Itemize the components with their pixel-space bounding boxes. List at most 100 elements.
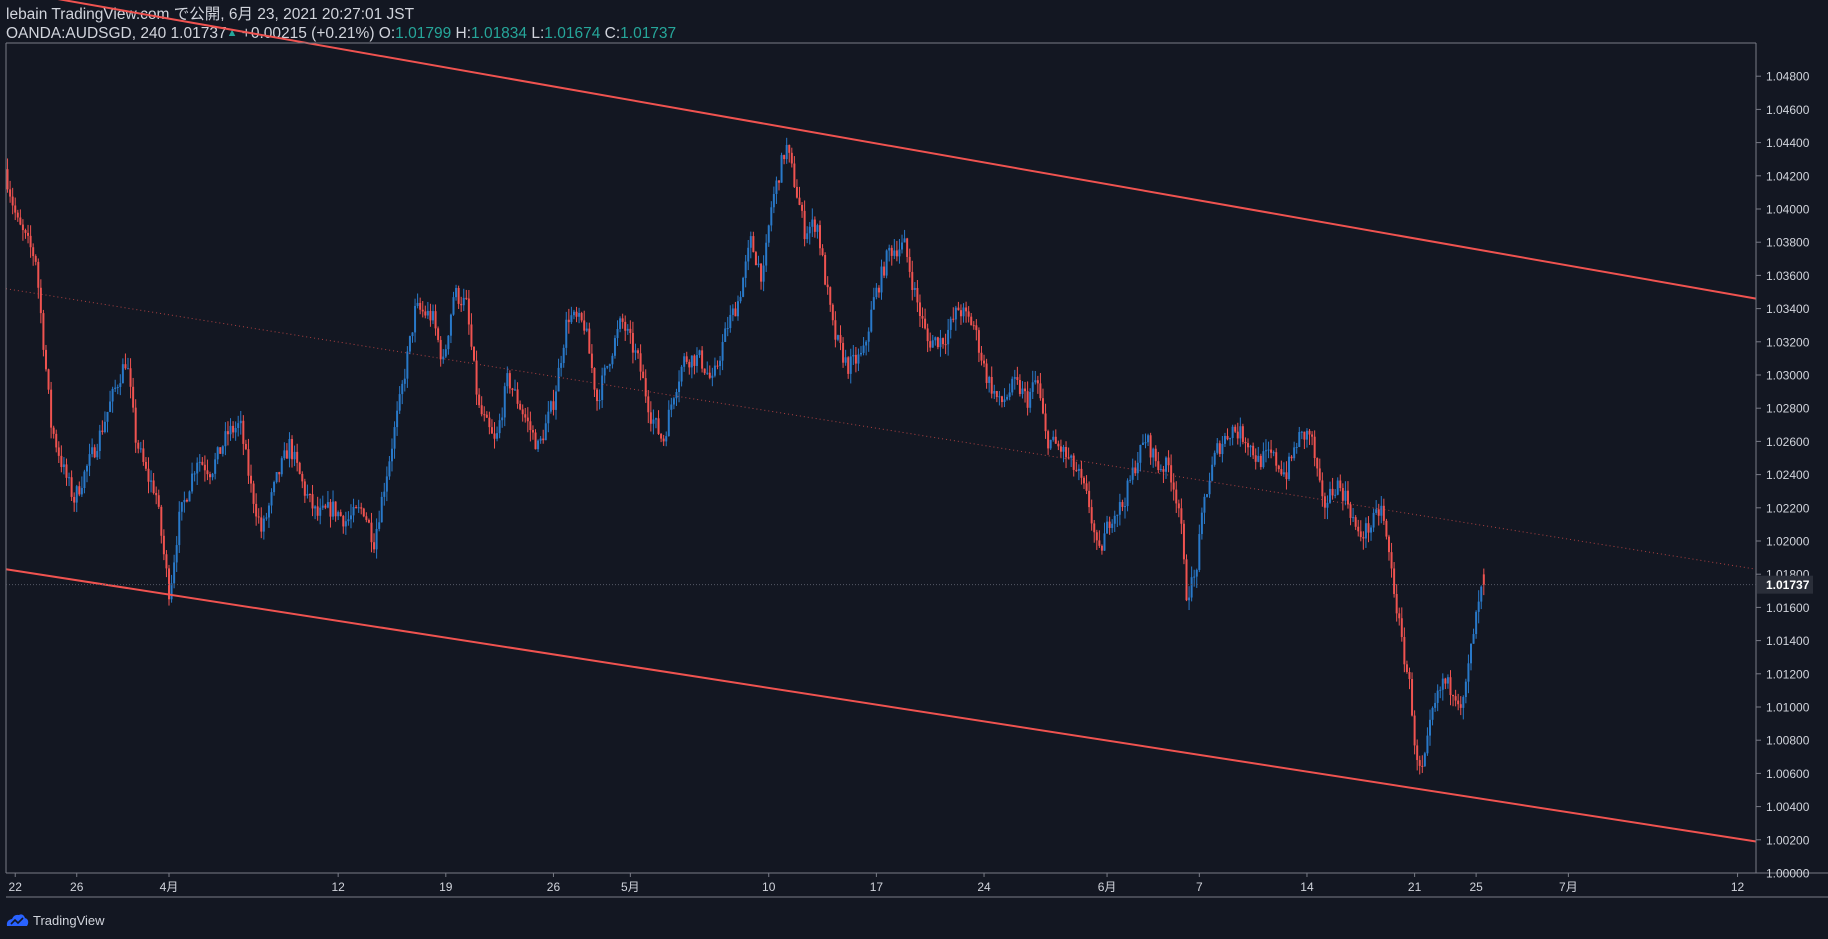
candle <box>1000 396 1003 403</box>
candle <box>644 378 647 397</box>
candle <box>993 390 996 394</box>
candle <box>1282 472 1285 475</box>
candle <box>242 420 245 444</box>
candle <box>93 447 96 458</box>
candle <box>685 356 688 362</box>
symbol-legend: OANDA:AUDSGD, 240 1.01737▲ +0.00215 (+0.… <box>6 24 676 43</box>
candle <box>719 360 722 367</box>
footer-branding[interactable]: TradingView <box>5 910 105 930</box>
candle <box>754 252 757 266</box>
candle <box>1185 559 1188 601</box>
candle <box>1336 480 1339 495</box>
candle <box>572 311 575 316</box>
candle <box>1098 540 1101 546</box>
candle <box>478 394 481 406</box>
candle <box>1018 379 1021 395</box>
candle <box>688 361 691 368</box>
candle <box>191 473 194 492</box>
candle <box>101 430 104 433</box>
candle <box>460 303 463 306</box>
candle <box>1057 443 1060 447</box>
candle <box>990 376 993 394</box>
y-tick-label: 1.03600 <box>1766 269 1810 283</box>
candle <box>219 447 222 454</box>
candle <box>657 418 660 434</box>
channel-upper-line[interactable] <box>6 0 1757 300</box>
candle <box>1095 532 1098 541</box>
candle <box>747 247 750 262</box>
candle <box>872 297 875 310</box>
candle <box>1100 545 1103 551</box>
candle <box>652 419 655 424</box>
candle <box>367 519 370 523</box>
candle <box>1172 482 1175 490</box>
candle <box>952 318 955 320</box>
candle <box>621 318 624 322</box>
candle <box>260 517 263 532</box>
candle <box>1270 449 1273 453</box>
candle <box>639 353 642 372</box>
publish-info: lebain TradingView.com で公開, 6月 23, 2021 … <box>6 6 415 23</box>
candle <box>1039 383 1042 399</box>
candle <box>168 568 171 600</box>
low-value: 1.01674 <box>544 25 601 42</box>
candle <box>321 505 324 508</box>
candle <box>1272 452 1275 454</box>
x-tick-label: 4月 <box>160 880 179 894</box>
candle <box>493 433 496 439</box>
candle <box>893 250 896 256</box>
candle <box>637 350 640 354</box>
candle <box>226 431 229 435</box>
candle <box>1423 753 1426 767</box>
candle <box>1129 479 1132 481</box>
candle <box>1329 488 1332 503</box>
candle <box>9 189 12 197</box>
channel-lower-line[interactable] <box>5 568 1757 843</box>
candle <box>1218 443 1221 455</box>
candle <box>877 287 880 293</box>
candle <box>347 519 350 522</box>
candle <box>680 366 683 382</box>
candle <box>355 507 358 509</box>
candle <box>1326 502 1329 508</box>
candle <box>729 314 732 329</box>
candle <box>488 417 491 428</box>
y-tick-label: 1.03200 <box>1766 335 1810 349</box>
candle <box>1352 517 1355 519</box>
candle <box>926 328 929 342</box>
footer-brand-text: TradingView <box>33 912 105 928</box>
candle <box>1203 496 1206 513</box>
candle <box>606 365 609 368</box>
candle <box>1013 377 1016 379</box>
candle <box>160 506 163 536</box>
candle <box>795 186 798 198</box>
candle <box>201 461 204 465</box>
candle <box>1167 457 1170 466</box>
candle <box>757 263 760 266</box>
channel-mid-line[interactable] <box>5 288 1757 570</box>
candle <box>1065 446 1068 458</box>
candle <box>44 349 47 370</box>
candle <box>1021 388 1024 395</box>
candle <box>198 461 201 463</box>
candle <box>1067 457 1070 459</box>
candle <box>1175 489 1178 504</box>
candle <box>1408 671 1411 680</box>
candle <box>972 325 975 327</box>
candle <box>542 438 545 441</box>
candle <box>401 383 404 395</box>
y-tick-label: 1.01400 <box>1766 634 1810 648</box>
candle <box>693 355 696 366</box>
x-tick-label: 7月 <box>1559 880 1578 894</box>
candle <box>1313 436 1316 459</box>
candle <box>1411 679 1414 716</box>
x-tick-label: 25 <box>1469 880 1483 894</box>
candle <box>157 495 160 507</box>
channel-drawing[interactable] <box>5 0 1757 843</box>
candle <box>1382 505 1385 521</box>
candle <box>1036 380 1039 384</box>
candle <box>1364 523 1367 539</box>
candle <box>1275 452 1278 466</box>
candle <box>57 447 60 456</box>
